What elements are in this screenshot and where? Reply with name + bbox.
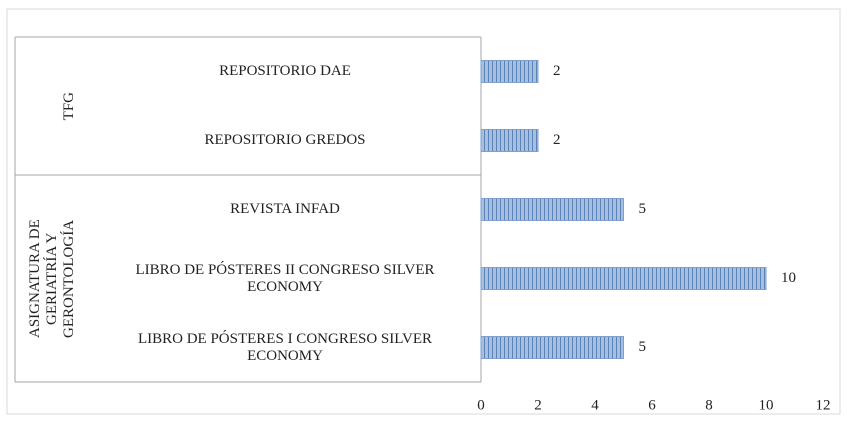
x-tick-label: 0: [477, 397, 485, 413]
bar: [480, 198, 624, 221]
x-tick-label: 4: [591, 397, 599, 413]
category-label: LIBRO DE PÓSTERES I CONGRESO SILVER ECON…: [137, 330, 433, 364]
bar: [480, 267, 767, 290]
category-label: REPOSITORIO DAE: [219, 63, 351, 79]
x-tick-label: 10: [759, 397, 774, 413]
value-label: 10: [781, 270, 796, 286]
chart-border: [6, 8, 841, 415]
bar: [480, 60, 539, 83]
x-tick-label: 8: [705, 397, 713, 413]
x-tick-label: 12: [816, 397, 831, 413]
group-label: TFG: [61, 91, 77, 121]
category-label: REPOSITORIO GREDOS: [204, 132, 366, 148]
bar: [480, 336, 624, 359]
value-label: 5: [639, 201, 647, 217]
group-label-box: ASIGNATURA DE GERIATRÍA Y GERONTOLOGÍA: [15, 175, 78, 382]
x-tick-label: 6: [648, 397, 656, 413]
x-tick-label: 2: [534, 397, 542, 413]
category-label: LIBRO DE PÓSTERES II CONGRESO SILVER ECO…: [135, 261, 435, 295]
group-label: ASIGNATURA DE GERIATRÍA Y GERONTOLOGÍA: [27, 219, 77, 338]
value-label: 2: [553, 132, 561, 148]
value-label: 2: [553, 63, 561, 79]
bar: [480, 129, 539, 152]
group-label-box: TFG: [15, 37, 78, 175]
value-label: 5: [639, 339, 647, 355]
category-label: REVISTA INFAD: [230, 201, 340, 217]
